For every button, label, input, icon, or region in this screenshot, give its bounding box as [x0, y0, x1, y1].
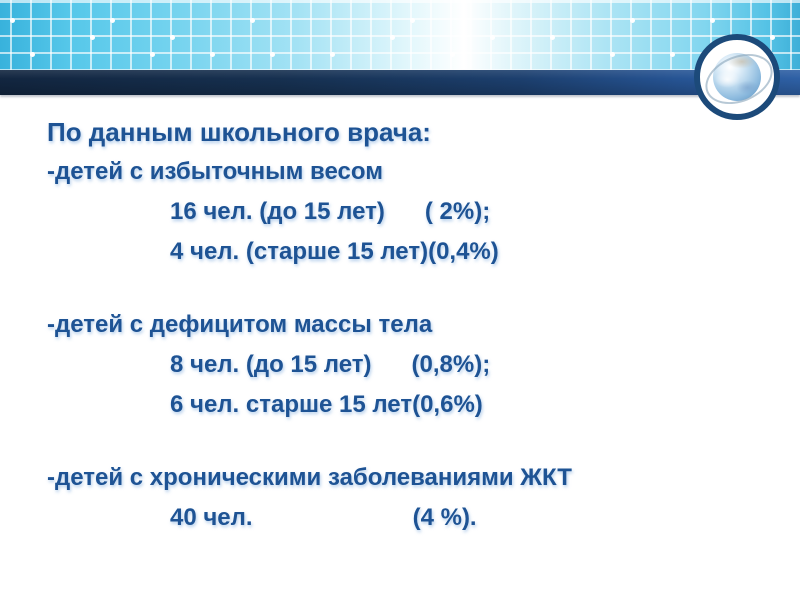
- detail-line: 8 чел. (до 15 лет) (0,8%);: [170, 351, 491, 378]
- section-overweight: -детей с избыточным весом 16 чел. (до 15…: [47, 152, 767, 272]
- detail-line: 16 чел. (до 15 лет) ( 2%);: [170, 198, 491, 225]
- slide-title: По данным школьного врача:: [47, 117, 431, 147]
- section-underweight: -детей с дефицитом массы тела 8 чел. (до…: [47, 305, 767, 425]
- detail-line: 6 чел. старше 15 лет(0,6%): [170, 391, 483, 418]
- grid-pattern: [0, 0, 800, 70]
- section-heading: -детей с хроническими заболеваниями ЖКТ: [47, 464, 572, 491]
- slide-content: По данным школьного врача: -детей с избы…: [47, 112, 767, 538]
- navy-bar: [0, 70, 800, 95]
- section-heading: -детей с дефицитом массы тела: [47, 311, 433, 338]
- globe-icon: [713, 53, 761, 101]
- section-gastro: -детей с хроническими заболеваниями ЖКТ …: [47, 458, 767, 538]
- detail-line: 4 чел. (старше 15 лет)(0,4%): [170, 238, 499, 265]
- orbit-ring-icon: [697, 44, 781, 114]
- section-heading: -детей с избыточным весом: [47, 158, 383, 185]
- detail-line: 40 чел. (4 %).: [170, 504, 477, 531]
- globe-logo-badge: [694, 34, 781, 120]
- grid-dots: [10, 18, 15, 23]
